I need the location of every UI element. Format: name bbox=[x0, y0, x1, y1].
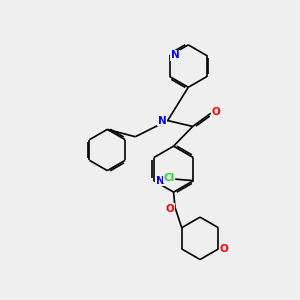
Text: O: O bbox=[220, 244, 229, 254]
Text: N: N bbox=[171, 50, 180, 61]
Text: Cl: Cl bbox=[163, 173, 174, 183]
Text: N: N bbox=[156, 176, 164, 186]
Text: O: O bbox=[212, 107, 220, 117]
Text: N: N bbox=[158, 116, 167, 126]
Text: O: O bbox=[165, 204, 174, 214]
